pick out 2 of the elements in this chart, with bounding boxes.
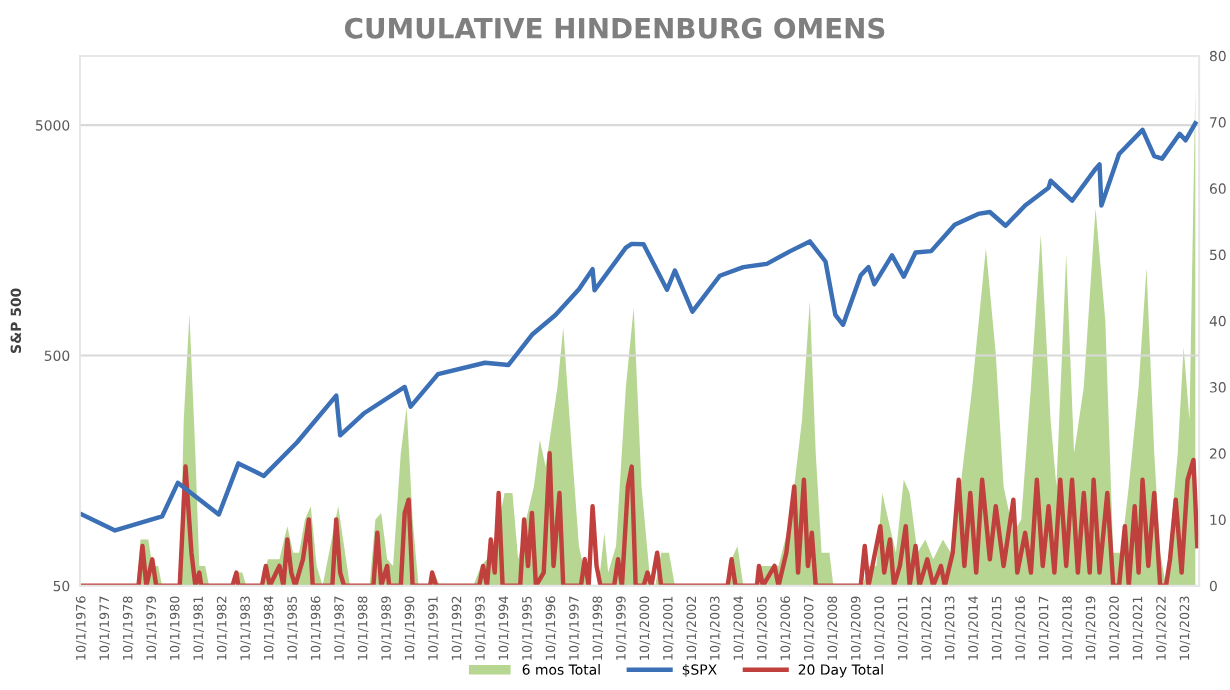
chart-title: CUMULATIVE HINDENBURG OMENS [344,17,885,39]
line-series [79,121,1198,533]
